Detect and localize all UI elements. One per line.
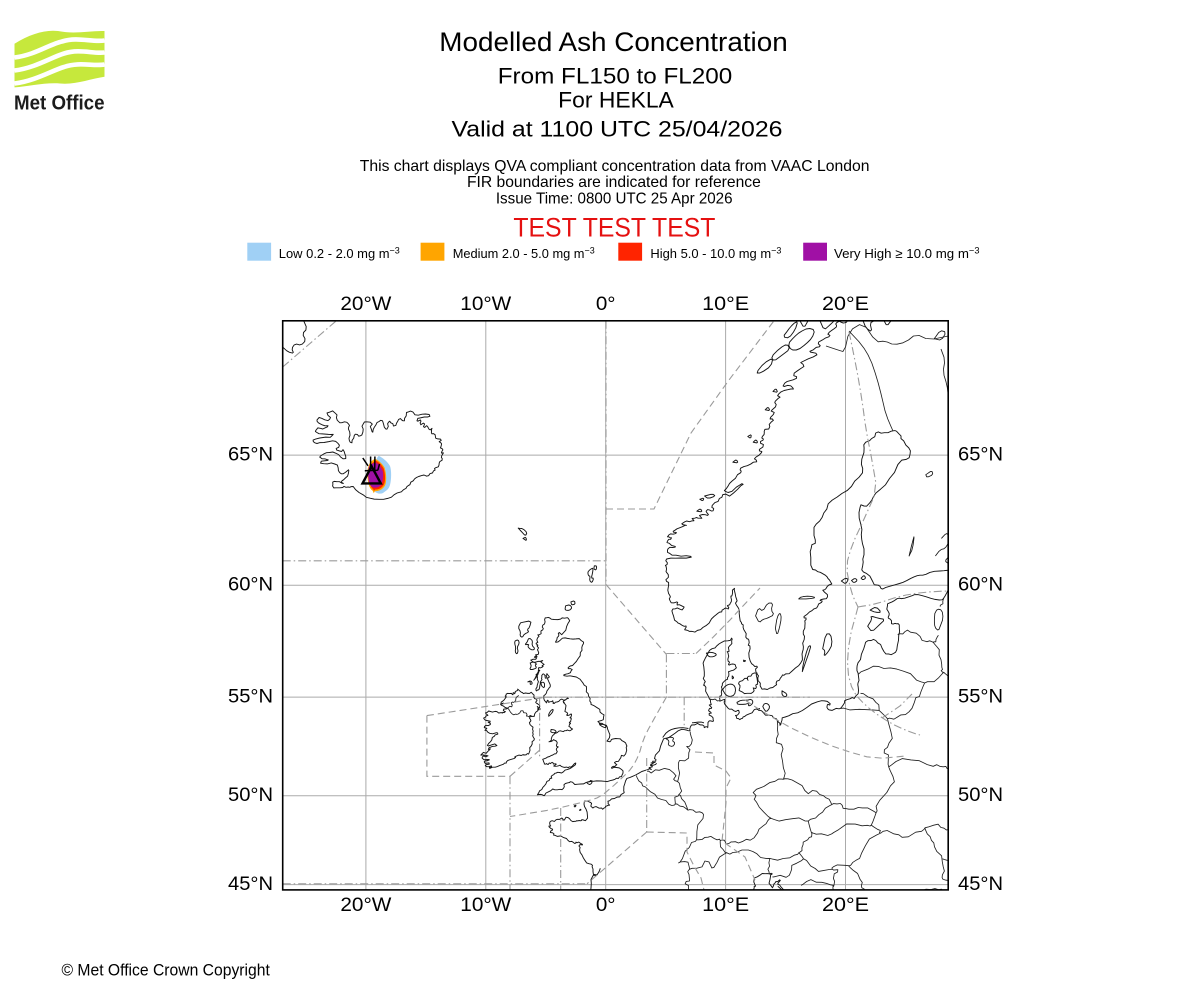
svg-text:Modelled Ash Concentration: Modelled Ash Concentration (439, 27, 788, 57)
svg-text:FIR boundaries are indicated f: FIR boundaries are indicated for referen… (467, 174, 761, 191)
svg-text:10°W: 10°W (460, 895, 511, 916)
svg-text:20°E: 20°E (822, 294, 869, 315)
svg-text:Valid at 1100 UTC 25/04/2026: Valid at 1100 UTC 25/04/2026 (452, 117, 783, 142)
svg-text:Medium 2.0 - 5.0 mg m−3: Medium 2.0 - 5.0 mg m−3 (453, 246, 595, 262)
svg-text:20°E: 20°E (822, 895, 869, 916)
svg-text:45°N: 45°N (958, 874, 1003, 895)
svg-text:This chart displays QVA compli: This chart displays QVA compliant concen… (360, 158, 870, 175)
svg-text:45°N: 45°N (228, 874, 273, 895)
svg-text:Met Office: Met Office (14, 91, 105, 114)
svg-text:55°N: 55°N (958, 686, 1003, 707)
svg-text:65°N: 65°N (228, 444, 273, 465)
svg-text:0°: 0° (596, 895, 616, 916)
svg-text:0°: 0° (596, 294, 616, 315)
svg-text:From FL150 to FL200: From FL150 to FL200 (498, 64, 733, 89)
svg-text:60°N: 60°N (958, 575, 1003, 596)
svg-text:55°N: 55°N (228, 686, 273, 707)
svg-text:10°E: 10°E (702, 294, 749, 315)
svg-text:65°N: 65°N (958, 444, 1003, 465)
svg-text:TEST TEST TEST: TEST TEST TEST (513, 212, 715, 242)
svg-text:60°N: 60°N (228, 575, 273, 596)
svg-text:10°W: 10°W (460, 294, 511, 315)
svg-text:Issue Time: 0800 UTC 25 Apr 20: Issue Time: 0800 UTC 25 Apr 2026 (496, 191, 733, 208)
svg-text:50°N: 50°N (228, 785, 273, 806)
svg-text:10°E: 10°E (702, 895, 749, 916)
svg-text:Low 0.2 - 2.0 mg m−3: Low 0.2 - 2.0 mg m−3 (279, 246, 400, 262)
svg-text:50°N: 50°N (958, 785, 1003, 806)
svg-text:20°W: 20°W (340, 294, 391, 315)
svg-text:High 5.0 - 10.0 mg m−3: High 5.0 - 10.0 mg m−3 (650, 246, 781, 262)
svg-text:20°W: 20°W (340, 895, 391, 916)
svg-text:© Met Office Crown Copyright: © Met Office Crown Copyright (62, 961, 271, 980)
svg-text:Very High ≥ 10.0 mg m−3: Very High ≥ 10.0 mg m−3 (834, 246, 979, 262)
svg-text:For HEKLA: For HEKLA (558, 88, 674, 113)
